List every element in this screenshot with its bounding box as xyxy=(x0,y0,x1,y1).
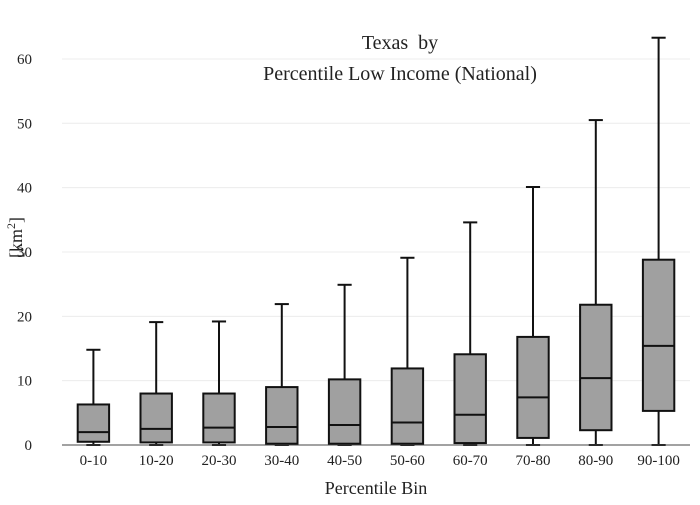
box-group xyxy=(76,348,111,446)
chart-title-line-2: Percentile Low Income (National) xyxy=(263,63,537,85)
y-axis-title-main: [km xyxy=(6,229,26,258)
x-tick-label: 80-90 xyxy=(578,453,613,469)
box-group xyxy=(579,119,613,446)
chart-title-line-1: Texas by xyxy=(362,32,438,54)
y-tick-label: 10 xyxy=(17,374,32,390)
y-tick-label: 20 xyxy=(17,309,32,325)
y-axis-title-superscript: 2 xyxy=(4,223,18,229)
x-tick-label: 0-10 xyxy=(80,453,108,469)
box-group xyxy=(516,185,550,446)
y-tick-label: 60 xyxy=(17,52,32,68)
x-tick-label: 10-20 xyxy=(139,453,174,469)
x-tick-label: 60-70 xyxy=(453,453,488,469)
x-axis-ticks: 0-10 10-20 20-30 30-40 40-50 50-60 60-70 70-80 8… xyxy=(80,453,680,469)
y-axis-ticks: 0 10 20 30 40 50 60 xyxy=(17,52,32,454)
box-iqr xyxy=(139,392,173,444)
y-tick-label: 0 xyxy=(25,438,33,454)
x-axis-title: Percentile Bin xyxy=(325,478,427,498)
x-tick-label: 50-60 xyxy=(390,453,425,469)
x-tick-label: 30-40 xyxy=(264,453,299,469)
y-tick-label: 30 xyxy=(17,245,32,261)
y-tick-label: 50 xyxy=(17,116,32,132)
box-group xyxy=(327,283,362,446)
box-iqr xyxy=(579,303,613,432)
y-axis-title-suffix: ] xyxy=(6,217,26,223)
x-tick-label: 20-30 xyxy=(202,453,237,469)
box-group xyxy=(390,256,425,446)
box-iqr xyxy=(516,335,550,439)
box-iqr xyxy=(453,353,487,445)
box-iqr xyxy=(202,392,236,444)
box-iqr xyxy=(265,386,299,445)
x-tick-label: 70-80 xyxy=(516,453,551,469)
box-layer xyxy=(76,36,676,446)
box-iqr xyxy=(327,378,362,445)
x-tick-label: 90-100 xyxy=(637,453,680,469)
box-group xyxy=(453,221,487,446)
box-group xyxy=(641,36,676,446)
x-tick-label: 40-50 xyxy=(327,453,362,469)
y-axis-title: [km2] xyxy=(4,217,26,258)
box-iqr xyxy=(641,258,676,412)
box-iqr xyxy=(76,403,111,443)
box-group xyxy=(202,320,236,446)
box-group xyxy=(139,321,173,446)
box-iqr xyxy=(390,367,425,445)
y-tick-label: 40 xyxy=(17,181,32,197)
box-group xyxy=(265,303,299,446)
